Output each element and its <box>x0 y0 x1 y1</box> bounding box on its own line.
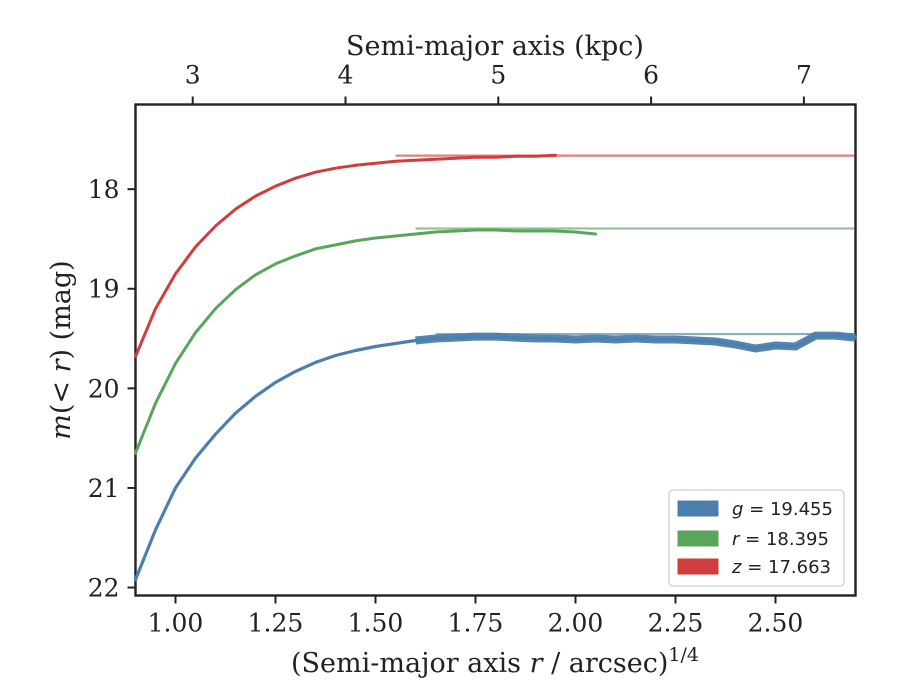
series-line-r <box>134 228 597 455</box>
y-axis-title: m(< r) (mag) <box>46 260 77 439</box>
top-x-axis-title: Semi-major axis (kpc) <box>346 31 644 62</box>
x-tick-label: 2.50 <box>748 609 804 638</box>
legend-entry-z: z = 17.663 <box>677 557 831 578</box>
plot-area-frame <box>134 103 857 597</box>
legend-swatch-g <box>677 500 719 517</box>
legend-label-g: g = 19.455 <box>732 499 833 520</box>
y-tick-label: 19 <box>88 275 120 304</box>
profile-curves <box>133 153 858 582</box>
y-tick-label: 20 <box>88 374 120 403</box>
x-tick-label: 1.00 <box>148 609 204 638</box>
y-tick-label: 18 <box>88 175 120 204</box>
y-tick-label: 21 <box>88 474 120 503</box>
series-band-g <box>415 331 856 353</box>
x-tick-label: 2.25 <box>648 609 704 638</box>
legend: g = 19.455 r = 18.395 z = 17.663 <box>668 489 845 587</box>
legend-label-r: r = 18.395 <box>732 529 829 550</box>
top-x-tick-label: 6 <box>643 61 659 90</box>
asymptote-lines <box>395 154 855 336</box>
y-tick-label: 22 <box>88 574 120 603</box>
top-x-tick-label: 4 <box>338 61 354 90</box>
x-axis-title: (Semi-major axis r / arcsec)1/4 <box>291 644 699 679</box>
top-x-tick-label: 7 <box>796 61 812 90</box>
legend-swatch-r <box>677 530 719 547</box>
x-tick-label: 1.50 <box>348 609 404 638</box>
top-x-tick-label: 5 <box>490 61 506 90</box>
legend-label-z: z = 17.663 <box>731 557 831 578</box>
axis-ticks: 1.00 1.25 1.50 1.75 2.00 2.25 2.50 18 19 20 21 22 3 4… <box>88 61 812 638</box>
legend-swatch-z <box>677 558 719 575</box>
legend-entry-r: r = 18.395 <box>677 529 829 550</box>
top-x-tick-label: 3 <box>185 61 201 90</box>
x-tick-label: 1.75 <box>448 609 504 638</box>
x-tick-label: 1.25 <box>248 609 304 638</box>
legend-entry-g: g = 19.455 <box>677 499 833 520</box>
x-tick-label: 2.00 <box>548 609 604 638</box>
series-line-z <box>134 153 557 358</box>
